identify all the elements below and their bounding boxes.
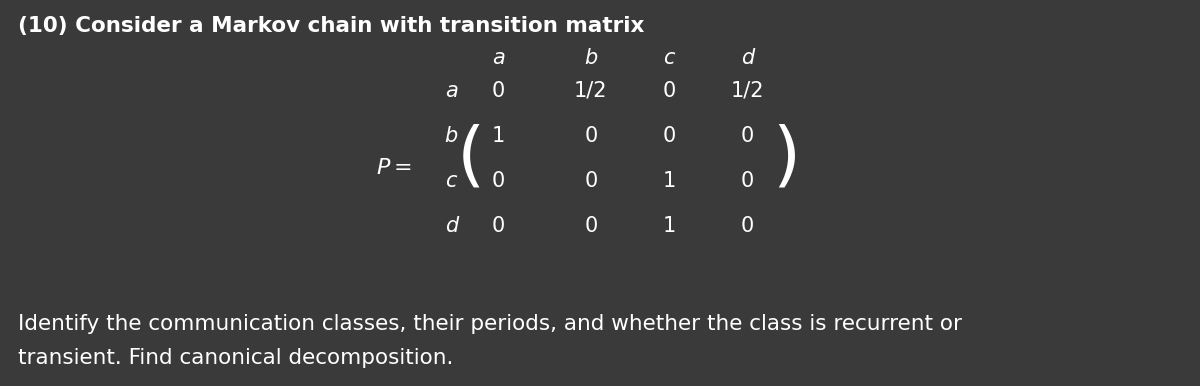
Text: Identify the communication classes, their periods, and whether the class is recu: Identify the communication classes, thei…	[18, 314, 961, 334]
Text: b: b	[584, 48, 598, 68]
Text: $P =$: $P =$	[376, 158, 412, 178]
Text: 0: 0	[740, 216, 754, 236]
Text: transient. Find canonical decomposition.: transient. Find canonical decomposition.	[18, 348, 452, 368]
Text: 0: 0	[662, 81, 676, 101]
Text: 0: 0	[492, 171, 505, 191]
Text: 1: 1	[662, 171, 676, 191]
Text: d: d	[740, 48, 754, 68]
Text: 1/2: 1/2	[731, 81, 764, 101]
Text: 0: 0	[584, 171, 598, 191]
Text: c: c	[664, 48, 674, 68]
Text: c: c	[445, 171, 457, 191]
Text: (: (	[457, 124, 485, 193]
Text: 1/2: 1/2	[574, 81, 607, 101]
Text: d: d	[445, 216, 458, 236]
Text: 0: 0	[584, 216, 598, 236]
Text: a: a	[445, 81, 457, 101]
Text: 0: 0	[492, 216, 505, 236]
Text: 0: 0	[740, 171, 754, 191]
Text: (10) Consider a Markov chain with transition matrix: (10) Consider a Markov chain with transi…	[18, 16, 644, 36]
Text: 0: 0	[584, 126, 598, 146]
Text: a: a	[492, 48, 504, 68]
Text: 1: 1	[492, 126, 505, 146]
Text: 0: 0	[740, 126, 754, 146]
Text: 0: 0	[662, 126, 676, 146]
Text: b: b	[445, 126, 458, 146]
Text: 1: 1	[662, 216, 676, 236]
Text: ): )	[772, 124, 800, 193]
Text: 0: 0	[492, 81, 505, 101]
